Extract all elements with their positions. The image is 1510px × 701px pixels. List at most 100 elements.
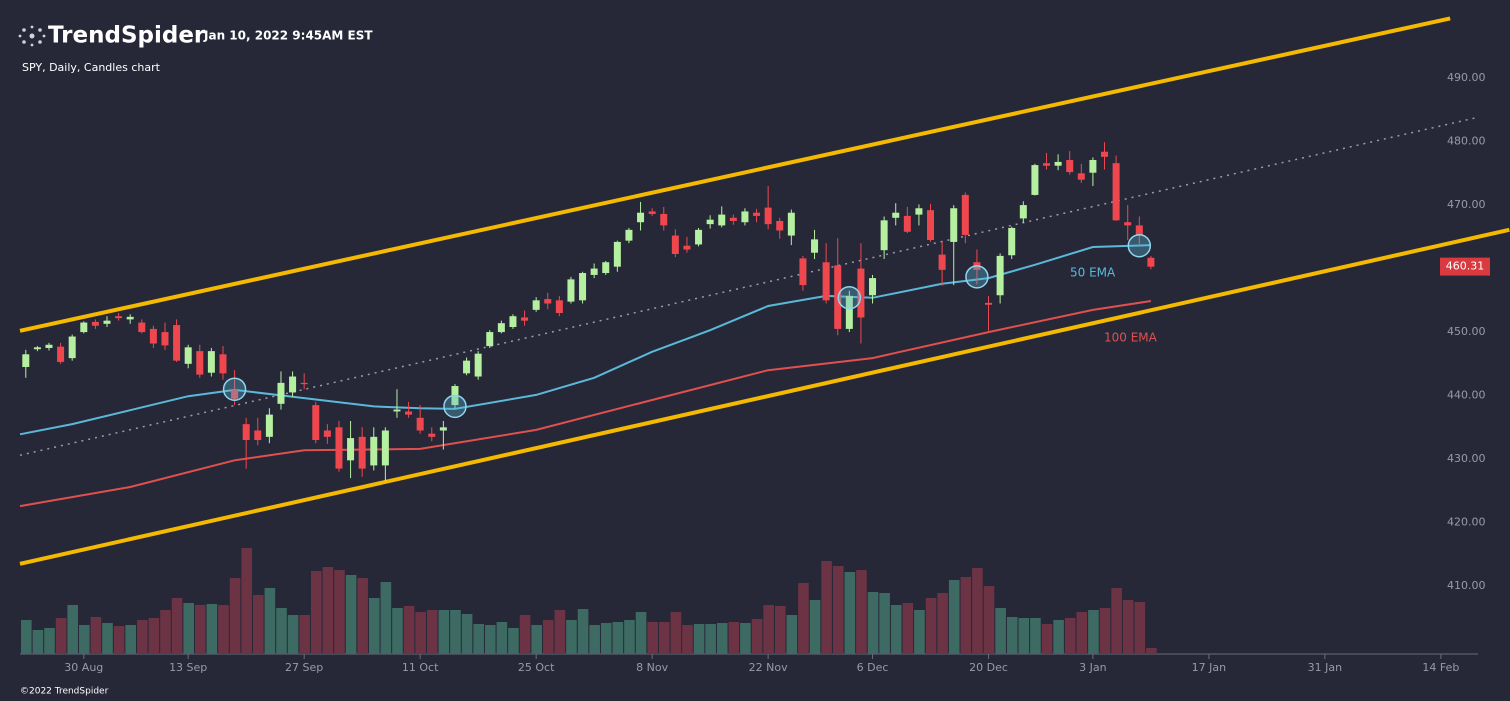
signal-marker bbox=[837, 286, 862, 310]
x-tick-label: 20 Dec bbox=[969, 661, 1008, 674]
candle-body bbox=[1077, 173, 1085, 180]
x-tick-label: 30 Aug bbox=[64, 661, 103, 674]
candle-body bbox=[45, 344, 53, 348]
candle-body bbox=[1066, 160, 1074, 173]
volume-bar bbox=[206, 604, 218, 654]
volume-bar bbox=[334, 570, 345, 654]
candle-body bbox=[381, 430, 389, 466]
volume-bar bbox=[438, 610, 450, 654]
candle-body bbox=[1019, 205, 1027, 219]
candle-body bbox=[996, 255, 1004, 296]
volume-bar bbox=[113, 626, 125, 654]
trend-line bbox=[19, 16, 1451, 333]
candle-body bbox=[254, 430, 262, 441]
y-tick-label: 490.00 bbox=[1447, 71, 1486, 84]
candle-body bbox=[196, 351, 204, 375]
signal-marker bbox=[443, 394, 467, 419]
volume-bar bbox=[148, 618, 160, 654]
last-price-label: 460.31 bbox=[1446, 260, 1485, 273]
candle-body bbox=[718, 214, 726, 226]
x-tick-label: 31 Jan bbox=[1308, 661, 1342, 674]
volume-bar bbox=[1006, 617, 1018, 654]
volume-bar bbox=[160, 610, 171, 654]
candle-body bbox=[405, 411, 413, 415]
volume-bar bbox=[635, 612, 647, 654]
volume-bar bbox=[600, 623, 612, 654]
brand: TrendSpider bbox=[48, 23, 206, 49]
last-price-box bbox=[1440, 257, 1490, 276]
candle-body bbox=[961, 194, 969, 235]
volume-bar bbox=[960, 577, 972, 654]
candle-body bbox=[1124, 222, 1132, 226]
volume-bar bbox=[241, 548, 252, 654]
candle-body bbox=[880, 220, 888, 251]
volume-bar bbox=[357, 578, 368, 654]
candle-body bbox=[857, 268, 865, 318]
candle-body bbox=[683, 245, 691, 250]
volume-bar bbox=[531, 625, 542, 654]
volume-bar bbox=[763, 605, 774, 654]
candle-body bbox=[1031, 165, 1039, 195]
candle-body bbox=[277, 382, 285, 404]
candle-body bbox=[776, 220, 784, 231]
volume-bar bbox=[577, 609, 589, 654]
candle-body bbox=[787, 212, 795, 236]
candle-body bbox=[149, 328, 157, 344]
volume-bar bbox=[995, 608, 1006, 654]
candle-body bbox=[1089, 160, 1097, 173]
x-tick-label: 13 Sep bbox=[169, 661, 207, 674]
volume-bar bbox=[287, 615, 299, 654]
volume-bar bbox=[229, 578, 241, 654]
candle-body bbox=[161, 332, 169, 346]
candle-body bbox=[625, 229, 633, 241]
candle-body bbox=[1054, 161, 1062, 166]
volume-bar bbox=[276, 608, 287, 654]
y-tick-label: 470.00 bbox=[1447, 198, 1486, 211]
y-tick-label: 480.00 bbox=[1447, 135, 1486, 148]
volume-bar bbox=[867, 592, 879, 654]
volume-bar bbox=[136, 620, 148, 654]
candle-body bbox=[660, 213, 668, 226]
volume-bar bbox=[322, 567, 334, 654]
volume-bar bbox=[809, 600, 821, 654]
volume-bar bbox=[786, 615, 798, 654]
candle-body bbox=[544, 299, 552, 304]
timestamp: Jan 10, 2022 9:45AM EST bbox=[203, 29, 373, 43]
candle-body bbox=[741, 211, 749, 223]
volume-bar bbox=[1064, 618, 1076, 654]
candle-body bbox=[184, 347, 192, 364]
x-tick-label: 14 Feb bbox=[1422, 661, 1459, 674]
candle-body bbox=[637, 212, 645, 223]
signal-marker bbox=[1127, 233, 1152, 258]
volume-bar bbox=[566, 620, 577, 654]
volume-bar bbox=[948, 580, 960, 654]
candle-body bbox=[416, 417, 424, 431]
volume-bar bbox=[194, 605, 206, 654]
volume-bar bbox=[682, 625, 693, 654]
logo-icon bbox=[18, 25, 46, 47]
candle-body bbox=[439, 427, 447, 431]
y-tick-label: 420.00 bbox=[1447, 516, 1486, 529]
candle-body bbox=[903, 215, 911, 232]
volume-bar bbox=[1099, 608, 1111, 654]
candle-body bbox=[590, 268, 598, 275]
volume-bar bbox=[902, 603, 914, 654]
volume-bar bbox=[658, 622, 670, 654]
volume-bar bbox=[925, 598, 937, 654]
volume-bar bbox=[542, 620, 554, 654]
candle-body bbox=[869, 278, 877, 296]
volume-bar bbox=[183, 603, 194, 654]
candle-body bbox=[1101, 151, 1109, 157]
volume-bar bbox=[67, 605, 78, 654]
volume-bar bbox=[450, 610, 461, 654]
volume-bar bbox=[44, 628, 55, 654]
volume-bar bbox=[403, 606, 415, 654]
candle-body bbox=[207, 351, 215, 373]
candle-body bbox=[323, 430, 331, 437]
candle-body bbox=[219, 354, 227, 374]
volume-bar bbox=[1088, 610, 1099, 654]
volume-bar bbox=[392, 608, 403, 654]
volume-bar bbox=[252, 595, 264, 654]
volume-bar bbox=[1030, 618, 1041, 654]
